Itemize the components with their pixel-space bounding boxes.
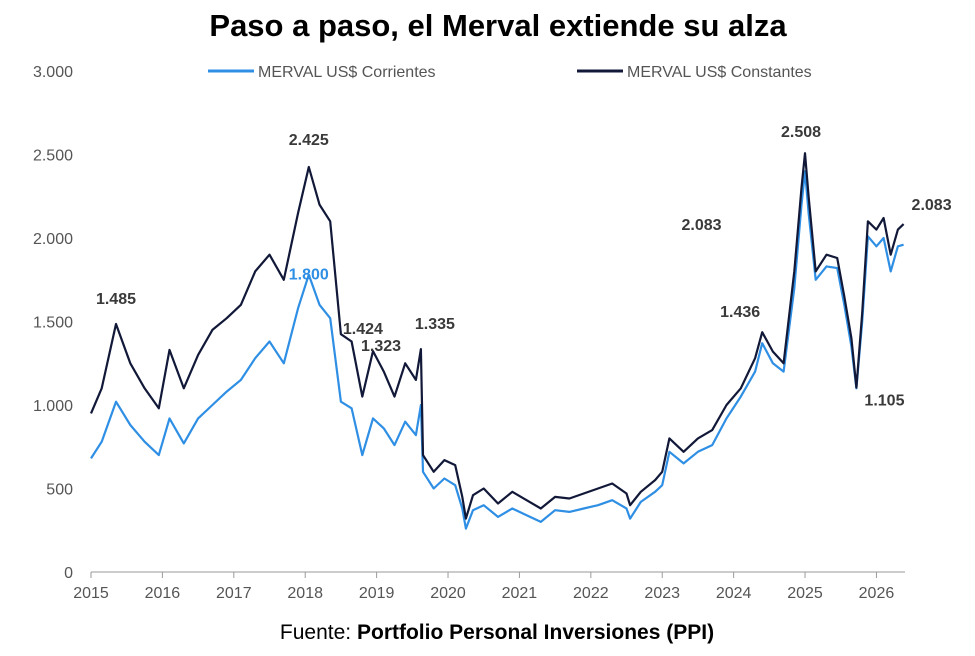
data-label: 1.485	[96, 291, 136, 308]
chart-title: Paso a paso, el Merval extiende su alza	[209, 8, 787, 43]
y-tick-label: 0	[64, 565, 73, 582]
x-tick-label: 2016	[145, 585, 181, 602]
x-tick-label: 2023	[644, 585, 680, 602]
source-note: Fuente: Portfolio Personal Inversiones (…	[280, 621, 714, 644]
x-tick-label: 2015	[73, 585, 109, 602]
x-tick-label: 2025	[787, 585, 823, 602]
y-tick-label: 500	[46, 482, 73, 499]
y-tick-label: 3.000	[33, 64, 73, 81]
x-tick-label: 2024	[716, 585, 752, 602]
legend-label-constantes: MERVAL US$ Constantes	[627, 64, 812, 81]
x-axis: 2015 2016 2017 2018 2019 2020 2021 2022 2023 2024…	[73, 571, 905, 602]
data-label: 1.424	[343, 321, 383, 338]
source-prefix: Fuente:	[280, 621, 357, 644]
y-tick-label: 1.500	[33, 315, 73, 332]
x-tick-label: 2017	[216, 585, 252, 602]
y-tick-label: 2.000	[33, 231, 73, 248]
data-label: 1.323	[361, 338, 401, 355]
x-tick-label: 2020	[430, 585, 466, 602]
x-tick-label: 2026	[859, 585, 895, 602]
data-label: 2.083	[912, 197, 952, 214]
series-line-corrientes	[90, 170, 904, 530]
data-label: 1.105	[864, 392, 904, 409]
series-layer	[89, 152, 905, 530]
data-label: 1.335	[415, 316, 455, 333]
data-label: 1.436	[720, 304, 760, 321]
source-name: Portfolio Personal Inversiones (PPI)	[357, 621, 714, 644]
data-label: 2.083	[681, 217, 721, 234]
y-tick-label: 1.000	[33, 398, 73, 415]
x-tick-label: 2018	[287, 585, 323, 602]
series-line-constantes	[89, 152, 905, 520]
y-tick-label: 2.500	[33, 148, 73, 165]
x-tick-label: 2021	[502, 585, 538, 602]
x-tick-label: 2022	[573, 585, 609, 602]
y-axis: 0 500 1.000 1.500 2.000 2.500 3.000	[33, 64, 73, 582]
x-tick-label: 2019	[359, 585, 395, 602]
data-label: 2.508	[781, 124, 821, 141]
data-label: 2.425	[289, 132, 329, 149]
data-label: 1.800	[289, 266, 329, 283]
legend-label-corrientes: MERVAL US$ Corrientes	[258, 64, 436, 81]
legend: MERVAL US$ Corrientes MERVAL US$ Constan…	[208, 64, 812, 81]
